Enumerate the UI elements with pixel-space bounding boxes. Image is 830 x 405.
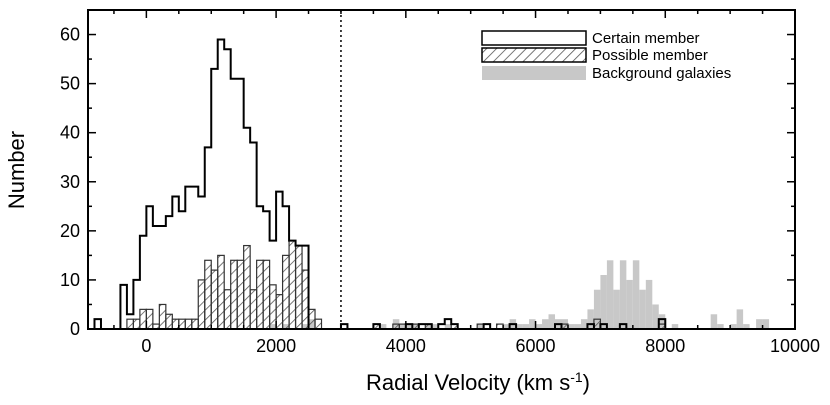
bar-possible	[132, 318, 141, 330]
bar-background	[593, 289, 601, 329]
bar-background	[632, 260, 640, 329]
bar-possible	[139, 308, 147, 330]
certain-member-outline	[554, 323, 563, 329]
y-tick-label: 40	[60, 123, 80, 143]
legend-label-possible: Possible member	[592, 47, 708, 64]
bar-background	[567, 324, 575, 329]
legend: Certain member Possible member Backgroun…	[481, 30, 731, 82]
bar-possible	[184, 318, 193, 330]
bar-background	[587, 309, 594, 329]
certain-member-outline	[508, 323, 518, 329]
bar-background	[503, 324, 510, 329]
bar-possible	[171, 318, 180, 330]
plot-frame	[87, 9, 796, 330]
bar-background	[652, 304, 659, 329]
certain-member-outline	[618, 323, 628, 329]
bar-possible	[126, 318, 135, 330]
certain-member-outline	[437, 318, 459, 329]
bar-possible	[256, 259, 264, 330]
legend-label-background: Background galaxies	[592, 65, 731, 82]
x-axis-title: Radial Velocity (km s-1)	[366, 369, 590, 395]
bar-background	[730, 324, 737, 329]
x-axis-ticks: 0 2000 4000 6000 8000 10000	[113, 10, 820, 356]
certain-member-outline	[586, 323, 595, 329]
certain-member-layer	[93, 38, 667, 329]
bar-background	[762, 319, 770, 329]
bar-possible	[210, 269, 219, 330]
bar-background	[444, 324, 452, 329]
bar-possible	[236, 259, 245, 330]
bar-background	[736, 309, 744, 329]
bar-possible	[158, 303, 167, 330]
bar-background	[431, 324, 439, 329]
bar-possible	[165, 313, 173, 330]
bar-background	[717, 324, 724, 329]
bar-possible	[243, 244, 251, 330]
bar-possible	[145, 308, 154, 330]
background-galaxies-layer	[269, 260, 770, 329]
bar-possible	[294, 244, 303, 330]
x-tick-label: 0	[141, 336, 151, 356]
bar-possible	[262, 259, 271, 330]
bar-background	[645, 279, 653, 329]
certain-member-outline	[119, 38, 310, 329]
y-tick-label: 20	[60, 221, 80, 241]
bar-possible	[230, 259, 238, 330]
bar-background	[535, 324, 543, 329]
legend-swatch-certain	[481, 30, 587, 46]
y-tick-label: 50	[60, 74, 80, 94]
bar-background	[580, 319, 588, 329]
bar-possible	[197, 279, 206, 330]
legend-label-certain: Certain member	[592, 30, 700, 47]
bar-possible	[223, 289, 232, 330]
bar-background	[379, 324, 387, 329]
bar-background	[743, 324, 750, 329]
y-axis-ticks: 0 10 20 30 40 50 60	[60, 25, 795, 339]
x-tick-label: 6000	[516, 336, 556, 356]
bar-possible	[204, 259, 212, 330]
bar-background	[529, 319, 536, 329]
bar-background	[626, 279, 633, 329]
bar-background	[516, 324, 523, 329]
bar-background	[658, 314, 666, 329]
bar-possible	[249, 289, 258, 330]
bar-possible	[288, 240, 297, 330]
y-tick-label: 60	[60, 25, 80, 45]
legend-swatch-background	[482, 66, 586, 80]
x-tick-label: 10000	[770, 336, 820, 356]
bar-possible	[269, 284, 277, 330]
bar-background	[574, 324, 581, 329]
certain-member-outline	[482, 323, 492, 329]
bar-possible	[217, 254, 225, 330]
x-tick-label: 8000	[645, 336, 685, 356]
bar-possible	[314, 318, 323, 330]
bar-background	[606, 260, 614, 329]
bar-background	[542, 319, 549, 329]
x-tick-label: 4000	[386, 336, 426, 356]
bar-possible	[281, 254, 290, 330]
legend-swatch-possible	[481, 47, 587, 63]
y-tick-label: 30	[60, 172, 80, 192]
y-axis-title: Number	[4, 131, 29, 209]
bar-possible	[191, 318, 199, 330]
y-tick-label: 0	[70, 319, 80, 339]
x-tick-label: 2000	[256, 336, 296, 356]
certain-member-outline	[93, 318, 102, 329]
bar-possible	[275, 294, 284, 330]
bar-background	[600, 275, 607, 329]
bar-possible	[178, 318, 186, 330]
bar-background	[613, 289, 620, 329]
bar-background	[405, 324, 413, 329]
bar-background	[756, 319, 763, 329]
bar-background	[639, 289, 646, 329]
bar-background	[522, 324, 530, 329]
bar-background	[671, 324, 679, 329]
bar-background	[548, 314, 556, 329]
y-tick-label: 10	[60, 270, 80, 290]
possible-member-layer	[126, 240, 666, 330]
certain-member-outline	[417, 323, 433, 329]
bar-background	[710, 314, 718, 329]
bar-background	[619, 260, 627, 329]
